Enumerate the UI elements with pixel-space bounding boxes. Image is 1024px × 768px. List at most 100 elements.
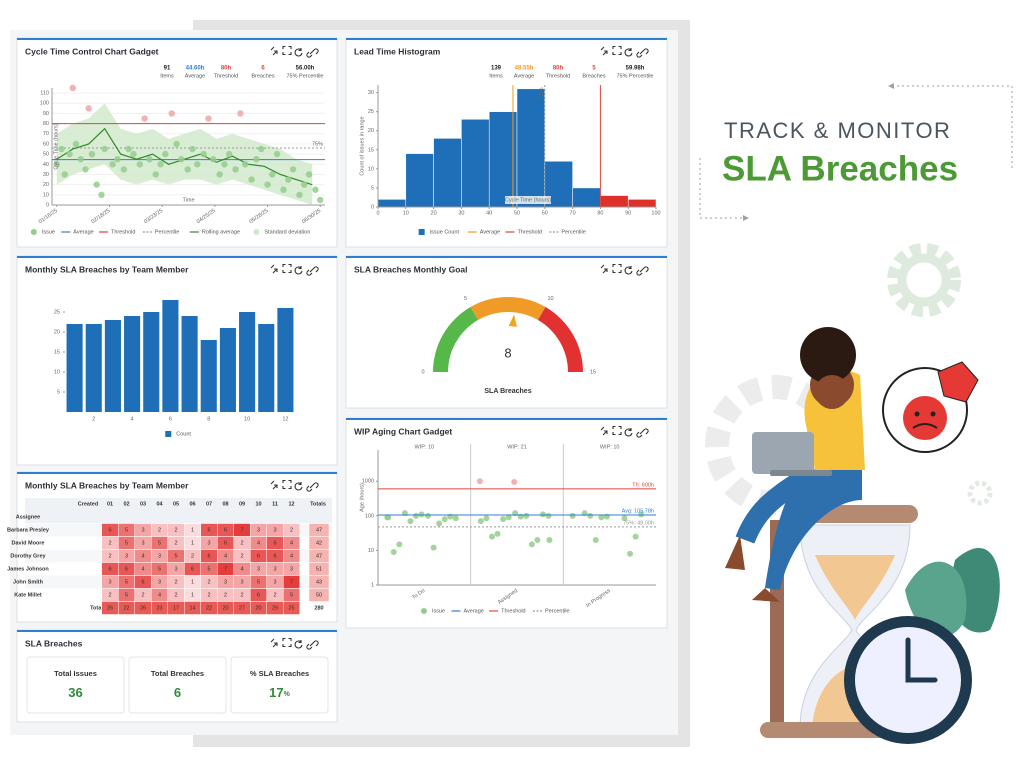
issue-point bbox=[305, 171, 313, 178]
collapse-icon[interactable] bbox=[270, 480, 278, 490]
heat-value: 2 bbox=[273, 592, 276, 598]
percentile-label: 75% bbox=[312, 141, 323, 147]
issue-point bbox=[511, 479, 518, 486]
fullscreen-icon[interactable] bbox=[612, 45, 622, 56]
histogram-bar bbox=[433, 138, 462, 208]
average-label: Avg: 105.78h bbox=[622, 508, 654, 514]
x-tick-label: 60 bbox=[542, 210, 548, 216]
link-icon[interactable] bbox=[636, 428, 649, 438]
collapse-icon[interactable] bbox=[270, 638, 278, 648]
histogram-bar bbox=[600, 195, 629, 208]
issue-point bbox=[58, 145, 65, 153]
heat-value: 4 bbox=[290, 553, 293, 559]
heat-value: 6 bbox=[257, 592, 260, 598]
column-header: 07 bbox=[206, 501, 212, 507]
legend-label: Average bbox=[73, 229, 93, 235]
link-icon[interactable] bbox=[306, 640, 319, 650]
kpi-label: % SLA Breaches bbox=[250, 669, 309, 678]
row-total: 42 bbox=[316, 540, 322, 546]
refresh-icon[interactable] bbox=[294, 266, 303, 275]
y-tick-label: 25 bbox=[54, 309, 60, 315]
y-tick-label: 110 bbox=[40, 91, 49, 97]
heat-value: 3 bbox=[257, 527, 260, 533]
link-icon[interactable] bbox=[306, 48, 319, 58]
stat-value: 80h bbox=[221, 66, 232, 72]
heat-value: 5 bbox=[125, 592, 128, 598]
issue-point bbox=[488, 533, 495, 540]
kpi-value: 36 bbox=[68, 685, 82, 700]
column-header: 04 bbox=[156, 501, 163, 507]
bar bbox=[85, 324, 102, 412]
issue-point bbox=[317, 196, 324, 204]
collapse-icon[interactable] bbox=[600, 264, 608, 274]
legend-label: Percentile bbox=[561, 229, 585, 235]
link-icon[interactable] bbox=[306, 482, 319, 492]
panel-title: SLA Breaches bbox=[25, 638, 83, 648]
issue-point bbox=[280, 186, 287, 193]
y-tick-label: 5 bbox=[371, 185, 374, 191]
gauge-tick-label: 15 bbox=[590, 369, 596, 375]
heat-value: 5 bbox=[158, 540, 161, 546]
issue-point bbox=[534, 537, 541, 543]
heat-value: 7 bbox=[290, 579, 293, 585]
fullscreen-icon[interactable] bbox=[612, 425, 622, 436]
stat-value: 139 bbox=[491, 66, 502, 72]
issue-point bbox=[587, 512, 594, 519]
heat-value: 5 bbox=[174, 553, 177, 559]
y-tick-label: 0 bbox=[371, 204, 374, 210]
stat-label: Average bbox=[185, 73, 205, 79]
laptop-base bbox=[770, 470, 832, 476]
collapse-icon[interactable] bbox=[600, 426, 608, 436]
fullscreen-icon[interactable] bbox=[282, 637, 292, 648]
histogram-bar bbox=[377, 199, 407, 208]
fullscreen-icon[interactable] bbox=[282, 45, 292, 56]
collapse-icon[interactable] bbox=[270, 46, 278, 56]
issue-point bbox=[184, 166, 191, 173]
fullscreen-icon[interactable] bbox=[282, 479, 292, 490]
gauge-band bbox=[433, 307, 478, 372]
issue-point bbox=[569, 512, 576, 519]
gauge-band bbox=[538, 307, 583, 372]
link-icon[interactable] bbox=[306, 266, 319, 276]
heat-value: 3 bbox=[158, 579, 161, 585]
refresh-icon[interactable] bbox=[294, 482, 303, 491]
heat-value: 6 bbox=[141, 579, 144, 585]
bar bbox=[162, 300, 179, 412]
issue-point bbox=[592, 537, 599, 543]
heat-value: 7 bbox=[224, 566, 227, 572]
fullscreen-icon[interactable] bbox=[282, 263, 292, 274]
link-icon[interactable] bbox=[636, 266, 649, 276]
kpi-number: 17 bbox=[269, 685, 283, 700]
refresh-icon[interactable] bbox=[294, 48, 303, 57]
refresh-icon[interactable] bbox=[294, 640, 303, 649]
issue-point bbox=[98, 191, 105, 199]
heat-value: 3 bbox=[174, 566, 177, 572]
heat-value: 4 bbox=[257, 540, 260, 546]
issue-point bbox=[289, 166, 297, 173]
refresh-icon[interactable] bbox=[624, 266, 633, 275]
histogram-bar bbox=[516, 88, 546, 208]
x-tick-label: 8 bbox=[207, 416, 210, 422]
kpi-box bbox=[26, 656, 125, 714]
issue-point bbox=[494, 530, 501, 537]
collapse-icon[interactable] bbox=[600, 46, 608, 56]
table-header-bg bbox=[25, 498, 332, 523]
x-axis-label: Cycle Time (hours) bbox=[505, 197, 551, 203]
y-tick-label: 15 bbox=[368, 147, 374, 153]
issue-point bbox=[269, 171, 276, 178]
collapse-icon[interactable] bbox=[270, 264, 278, 274]
heat-value: 5 bbox=[125, 579, 128, 585]
heat-value: 2 bbox=[207, 592, 210, 598]
heat-value: 6 bbox=[224, 540, 227, 546]
link-icon[interactable] bbox=[636, 48, 649, 58]
laptop-screen bbox=[752, 432, 814, 474]
fullscreen-icon[interactable] bbox=[612, 263, 622, 274]
panel-accent bbox=[346, 418, 667, 420]
column-header: 06 bbox=[189, 501, 195, 507]
legend-swatch bbox=[253, 229, 260, 235]
assignee-name: John Smith bbox=[13, 579, 44, 585]
refresh-icon[interactable] bbox=[624, 428, 633, 437]
refresh-icon[interactable] bbox=[624, 48, 633, 57]
issue-point bbox=[157, 161, 164, 168]
y-tick-label: 60 bbox=[43, 141, 49, 147]
